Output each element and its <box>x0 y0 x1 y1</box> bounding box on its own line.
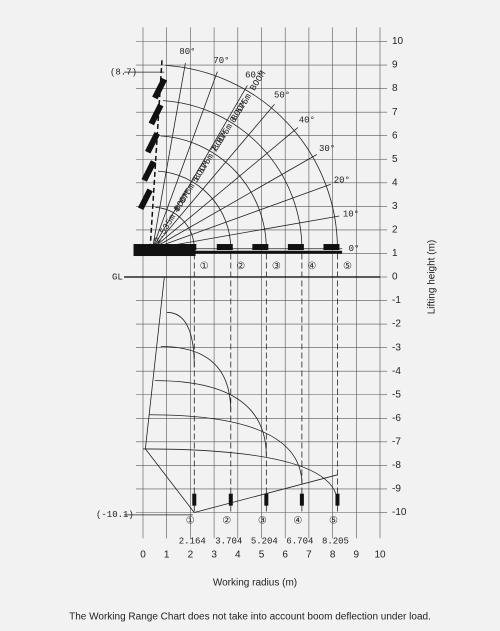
boom-tip <box>252 244 269 251</box>
y-tick-label: 4 <box>392 177 398 188</box>
hook-number: ③ <box>272 261 281 272</box>
angle-line <box>152 183 331 250</box>
angle-line <box>152 154 317 250</box>
stowed-boom <box>145 131 160 154</box>
y-tick-label: 0 <box>392 272 398 283</box>
angle-line <box>152 63 186 249</box>
angle-label: 0° <box>349 244 360 254</box>
hook-number: ② <box>222 515 231 526</box>
hook-radius: 5.204 <box>251 536 278 546</box>
x-tick-label: 0 <box>140 550 146 561</box>
hook-radius: 3.704 <box>215 536 242 546</box>
y-tick-label: -7 <box>392 436 401 447</box>
x-tick-label: 1 <box>164 550 170 561</box>
y-tick-label: 6 <box>392 130 398 141</box>
y-tick-label: -4 <box>392 366 401 377</box>
hook-number: ④ <box>293 515 302 526</box>
y-tick-label: 5 <box>392 154 398 165</box>
note: The Working Range Chart does not take in… <box>69 612 431 623</box>
boom-tip <box>287 244 304 251</box>
hook-curve <box>142 448 338 504</box>
x-tick-label: 2 <box>188 550 194 561</box>
y-tick-label: -6 <box>392 413 401 424</box>
angle-label: 30° <box>319 144 335 154</box>
y-tick-label: -8 <box>392 460 401 471</box>
boom-tip <box>216 244 233 251</box>
left-label: (8.7) <box>110 67 137 77</box>
stowed-boom <box>141 160 157 182</box>
x-tick-label: 5 <box>259 550 265 561</box>
rope <box>144 276 195 513</box>
angle-line <box>152 104 275 249</box>
y-tick-label: 3 <box>392 201 398 212</box>
boom-arc <box>162 100 303 249</box>
x-tick-label: 4 <box>235 550 241 561</box>
left-label: (-10.1) <box>96 510 134 520</box>
x-tick-label: 9 <box>354 550 360 561</box>
y-tick-label: -10 <box>392 507 407 518</box>
boom-tip <box>323 244 340 251</box>
y-tick-label: 2 <box>392 225 398 236</box>
hook-radius: 6.704 <box>286 536 313 546</box>
angle-line <box>152 127 299 250</box>
stowed-boom <box>148 103 164 126</box>
y-tick-label: 9 <box>392 60 398 71</box>
y-tick-label: 1 <box>392 248 398 259</box>
x-axis-title: Working radius (m) <box>213 578 297 589</box>
hook-block <box>264 493 269 506</box>
crane-base <box>133 244 196 257</box>
hook-number: ① <box>186 515 195 526</box>
y-tick-label: -2 <box>392 319 401 330</box>
hook-limit <box>194 474 338 513</box>
angle-label: 50° <box>274 91 290 101</box>
hook-curve <box>154 380 267 456</box>
hook-number: ② <box>236 261 245 272</box>
y-tick-label: -9 <box>392 484 401 495</box>
angle-line <box>152 85 248 249</box>
hook-curve <box>148 414 303 485</box>
angle-label: 10° <box>343 209 359 219</box>
angle-label: 20° <box>334 176 350 186</box>
angle-label: 70° <box>213 56 229 66</box>
hook-block <box>192 493 197 506</box>
hook-number: ⑤ <box>329 515 338 526</box>
y-tick-label: -5 <box>392 389 401 400</box>
x-tick-label: 3 <box>211 550 217 561</box>
hook-block <box>299 493 304 506</box>
hook-curve <box>166 311 195 367</box>
boom-arc <box>157 170 232 249</box>
hook-number: ④ <box>307 261 316 272</box>
boom-arc <box>165 64 338 249</box>
left-label: GL <box>112 272 123 282</box>
angle-line <box>152 215 340 250</box>
hook-curve <box>160 346 232 412</box>
hook-number: ③ <box>258 515 267 526</box>
x-tick-label: 8 <box>330 550 336 561</box>
hook-radius: 2.164 <box>179 536 206 546</box>
hook-block <box>335 493 340 506</box>
hook-radius: 8.205 <box>322 536 349 546</box>
angle-label: 80° <box>179 47 195 57</box>
hook-block <box>228 493 233 506</box>
y-tick-label: -1 <box>392 295 401 306</box>
x-tick-label: 7 <box>306 550 312 561</box>
hook-number: ① <box>200 261 209 272</box>
y-axis-title: Lifting height (m) <box>427 240 438 314</box>
hook-number: ⑤ <box>343 261 352 272</box>
x-tick-label: 10 <box>374 550 386 561</box>
angle-label: 40° <box>299 115 315 125</box>
x-tick-label: 6 <box>282 550 288 561</box>
y-tick-label: 7 <box>392 107 398 118</box>
angle-line <box>152 71 218 249</box>
stowed-boom <box>137 188 153 211</box>
y-tick-label: -3 <box>392 342 401 353</box>
angle-label: 60° <box>245 71 261 81</box>
y-tick-label: 10 <box>392 36 404 47</box>
boom-arc <box>160 135 267 249</box>
y-tick-label: 8 <box>392 83 398 94</box>
